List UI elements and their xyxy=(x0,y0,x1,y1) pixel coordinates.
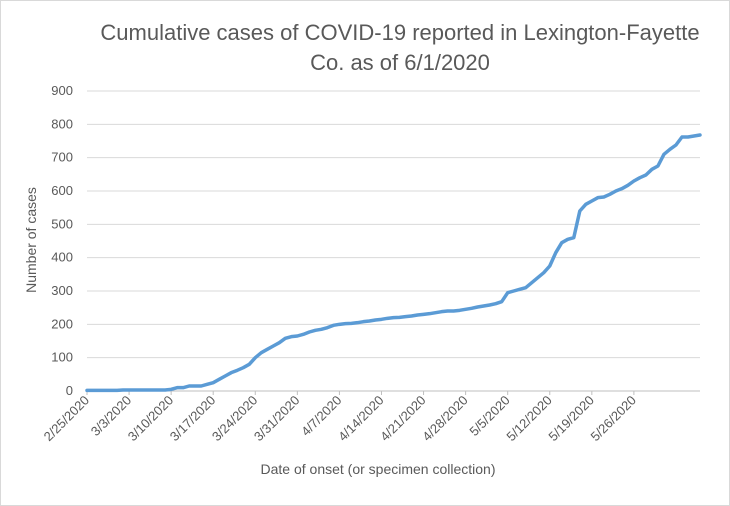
series-group xyxy=(85,133,702,393)
chart-title: Cumulative cases of COVID-19 reported in… xyxy=(80,18,720,78)
y-tick-label: 700 xyxy=(51,150,73,165)
x-tick-label: 4/28/2020 xyxy=(419,393,471,445)
y-tick-label: 400 xyxy=(51,250,73,265)
x-tick-label: 3/31/2020 xyxy=(251,393,303,445)
y-tick-label: 500 xyxy=(51,216,73,231)
y-tick-label: 600 xyxy=(51,183,73,198)
y-tick-labels: 0 100 200 300 400 500 600 700 800 900 xyxy=(51,83,73,398)
x-tick-labels: 2/25/20203/3/20203/10/20203/17/20203/24/… xyxy=(41,391,639,444)
series-line xyxy=(85,133,702,393)
y-axis-label: Number of cases xyxy=(23,187,39,293)
gridlines xyxy=(87,90,700,392)
y-tick-label: 100 xyxy=(51,350,73,365)
x-tick-label: 2/25/2020 xyxy=(41,393,93,445)
y-tick-label: 800 xyxy=(51,116,73,131)
chart-title-line2: Co. as of 6/1/2020 xyxy=(310,50,490,75)
x-tick-label: 5/26/2020 xyxy=(588,393,640,445)
y-tick-label: 900 xyxy=(51,83,73,98)
x-axis-label: Date of onset (or specimen collection) xyxy=(261,461,496,477)
y-tick-label: 300 xyxy=(51,283,73,298)
chart-title-line1: Cumulative cases of COVID-19 reported in… xyxy=(100,20,700,45)
y-tick-label: 200 xyxy=(51,316,73,331)
y-tick-label: 0 xyxy=(66,383,73,398)
